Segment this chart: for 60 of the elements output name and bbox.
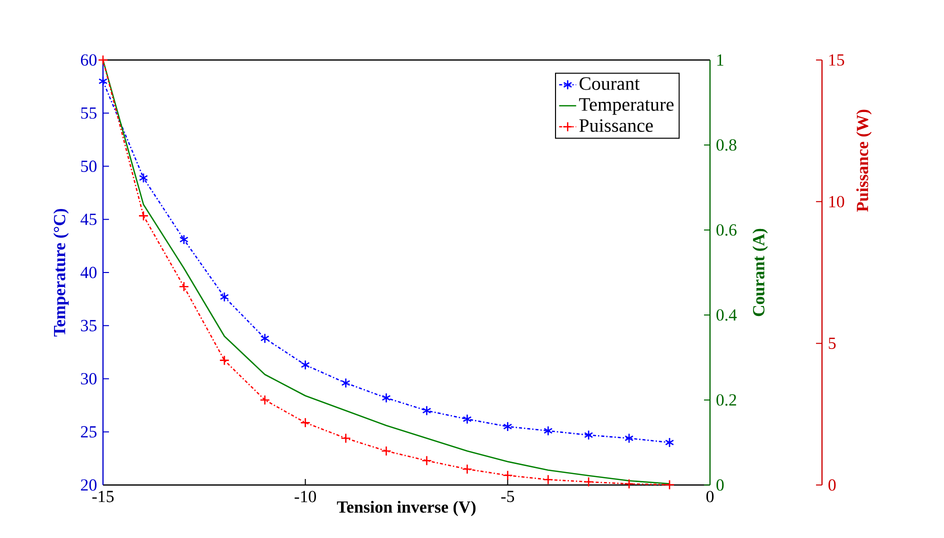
y2-axis-title: Courant (A) bbox=[752, 228, 768, 316]
point bbox=[543, 474, 554, 485]
y2-tick-label: 0.8 bbox=[716, 139, 736, 151]
y-tick-label: 40 bbox=[80, 266, 97, 278]
y-tick-label: 25 bbox=[80, 426, 96, 438]
point bbox=[381, 446, 392, 456]
y2-tick-label: 0.4 bbox=[716, 309, 737, 321]
y-axis-title: Temperature (°C) bbox=[53, 208, 69, 337]
legend-label: Courant bbox=[580, 77, 640, 90]
y-tick-label: 60 bbox=[80, 54, 97, 66]
y2-tick-label: 0.2 bbox=[716, 394, 736, 406]
x-tick-label: -5 bbox=[501, 490, 514, 502]
point bbox=[138, 172, 148, 184]
point bbox=[300, 418, 310, 428]
y3-tick-label: 0 bbox=[828, 479, 836, 491]
point bbox=[98, 54, 108, 66]
point bbox=[98, 76, 108, 86]
x-tick-label: -15 bbox=[92, 490, 114, 502]
x-tick-label: -10 bbox=[294, 490, 316, 502]
y3-tick-label: 15 bbox=[829, 54, 844, 66]
point bbox=[624, 433, 634, 444]
x-tick-label: 0 bbox=[706, 490, 714, 502]
point bbox=[422, 405, 432, 416]
y3-tick-label: 5 bbox=[828, 338, 836, 349]
point bbox=[584, 430, 594, 440]
legend-label: Temperature bbox=[579, 98, 674, 115]
point bbox=[179, 234, 188, 245]
point bbox=[178, 282, 190, 292]
y2-tick-label: 0 bbox=[716, 479, 724, 491]
point bbox=[583, 476, 594, 488]
y3-axis-title: Puissance (W) bbox=[856, 110, 872, 212]
point bbox=[219, 355, 230, 366]
point bbox=[138, 210, 149, 221]
y2-tick-label: 1 bbox=[717, 54, 724, 66]
point bbox=[503, 421, 512, 432]
y-tick-label: 20 bbox=[80, 479, 97, 491]
point bbox=[665, 437, 674, 448]
point bbox=[341, 378, 350, 388]
point bbox=[422, 456, 432, 466]
point bbox=[462, 414, 472, 424]
point bbox=[544, 426, 553, 436]
legend-label: Puissance bbox=[579, 119, 653, 132]
y3-tick-label: 10 bbox=[829, 196, 844, 208]
y-tick-label: 30 bbox=[81, 373, 97, 384]
y-tick-label: 35 bbox=[81, 320, 96, 332]
point bbox=[382, 392, 391, 404]
y-tick-label: 55 bbox=[81, 107, 96, 119]
x-axis-title: Tension inverse (V) bbox=[336, 500, 476, 516]
point bbox=[260, 333, 270, 344]
y-tick-label: 50 bbox=[81, 160, 97, 172]
point bbox=[300, 360, 310, 370]
point bbox=[340, 433, 351, 444]
y-tick-label: 45 bbox=[80, 214, 96, 226]
y2-tick-label: 0.6 bbox=[716, 224, 737, 236]
point bbox=[502, 470, 513, 480]
point bbox=[624, 478, 634, 489]
point bbox=[462, 464, 472, 474]
point bbox=[260, 394, 270, 406]
point bbox=[664, 480, 675, 490]
point bbox=[220, 292, 229, 302]
